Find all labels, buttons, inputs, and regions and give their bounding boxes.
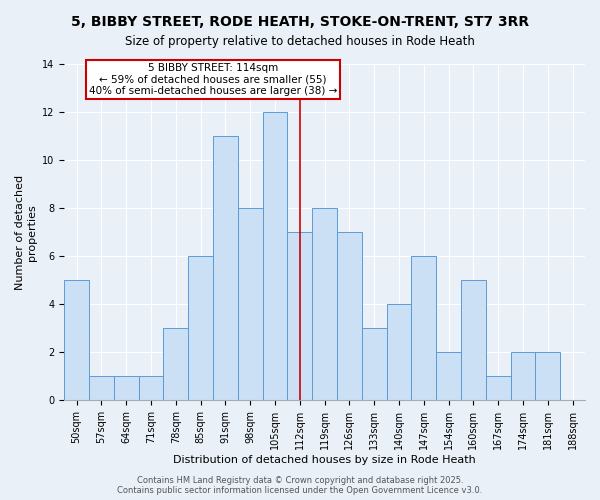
Bar [114, 376, 139, 400]
Bar [312, 208, 337, 400]
X-axis label: Distribution of detached houses by size in Rode Heath: Distribution of detached houses by size … [173, 455, 476, 465]
Bar [412, 256, 436, 400]
Bar [535, 352, 560, 401]
Bar [486, 376, 511, 400]
Bar [64, 280, 89, 400]
Bar [139, 376, 163, 400]
Bar [436, 352, 461, 401]
Bar [89, 376, 114, 400]
Bar [263, 112, 287, 401]
Text: 5 BIBBY STREET: 114sqm
← 59% of detached houses are smaller (55)
40% of semi-det: 5 BIBBY STREET: 114sqm ← 59% of detached… [89, 63, 337, 96]
Text: Size of property relative to detached houses in Rode Heath: Size of property relative to detached ho… [125, 35, 475, 48]
Bar [163, 328, 188, 400]
Bar [362, 328, 386, 400]
Bar [287, 232, 312, 400]
Bar [213, 136, 238, 400]
Bar [511, 352, 535, 401]
Bar [337, 232, 362, 400]
Y-axis label: Number of detached
properties: Number of detached properties [15, 174, 37, 290]
Bar [238, 208, 263, 400]
Bar [188, 256, 213, 400]
Text: 5, BIBBY STREET, RODE HEATH, STOKE-ON-TRENT, ST7 3RR: 5, BIBBY STREET, RODE HEATH, STOKE-ON-TR… [71, 15, 529, 29]
Text: Contains HM Land Registry data © Crown copyright and database right 2025.
Contai: Contains HM Land Registry data © Crown c… [118, 476, 482, 495]
Bar [386, 304, 412, 400]
Bar [461, 280, 486, 400]
